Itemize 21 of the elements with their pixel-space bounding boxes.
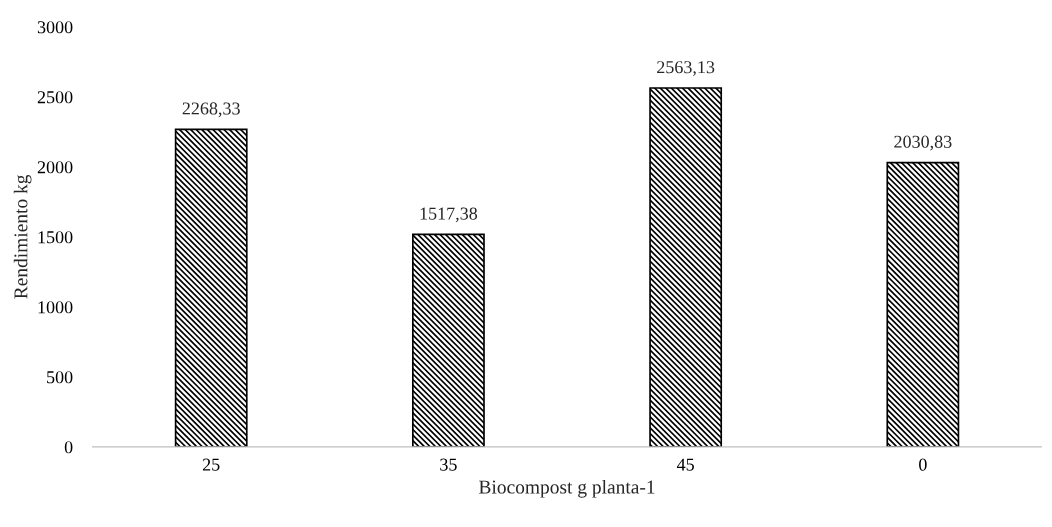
bar	[886, 161, 960, 447]
x-tick-label: 45	[676, 458, 694, 471]
y-tick-label: 1500	[38, 231, 73, 244]
data-label: 2268,33	[182, 102, 240, 118]
y-tick-label: 2500	[37, 91, 73, 104]
x-tick-label: 25	[202, 458, 220, 471]
y-tick-label: 0	[64, 441, 73, 454]
x-axis-title: Biocompost g planta-1	[479, 479, 655, 498]
y-axis-title: Rendimiento kg	[13, 174, 32, 299]
x-tick-label: 35	[440, 458, 457, 471]
bar	[649, 87, 723, 447]
data-label: 1517,38	[420, 207, 478, 223]
y-tick-label: 3000	[37, 21, 73, 34]
y-tick-label: 500	[47, 371, 73, 384]
y-tick-label: 2000	[37, 161, 73, 174]
bar	[411, 233, 485, 447]
bar	[174, 128, 248, 447]
data-label: 2030,83	[894, 135, 952, 151]
x-tick-label: 0	[919, 458, 927, 471]
y-tick-label: 1000	[38, 301, 73, 314]
data-label: 2563,13	[657, 61, 715, 76]
